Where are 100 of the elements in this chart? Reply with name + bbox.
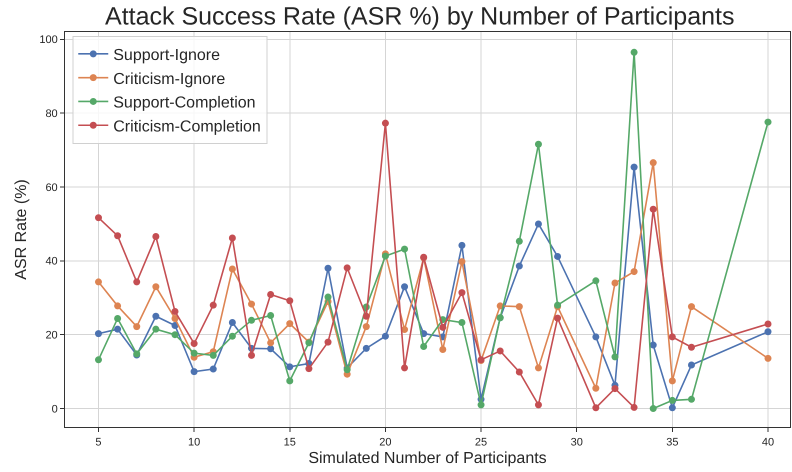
y-tick-label: 100 (39, 34, 58, 46)
point (458, 319, 466, 326)
point (152, 233, 160, 240)
point (267, 290, 274, 298)
point (420, 343, 428, 350)
point (362, 323, 370, 330)
y-tick-label: 0 (52, 403, 58, 416)
x-tick-label: 35 (666, 436, 678, 448)
point (401, 364, 408, 372)
point (152, 283, 160, 290)
point (210, 302, 217, 309)
y-tick-label: 80 (45, 108, 58, 120)
point (171, 308, 178, 315)
point (630, 268, 638, 276)
point (248, 352, 256, 359)
point (534, 401, 542, 408)
point (324, 294, 332, 301)
x-tick-label: 5 (95, 436, 102, 448)
point (382, 332, 389, 340)
point (248, 300, 256, 308)
point (516, 303, 523, 310)
point (228, 234, 236, 242)
point (534, 364, 542, 372)
point (305, 365, 312, 372)
point (516, 262, 523, 270)
point (94, 214, 102, 222)
point (324, 264, 332, 272)
point (764, 118, 772, 126)
point (764, 320, 772, 328)
point (267, 345, 274, 352)
point (554, 252, 562, 260)
point (114, 232, 122, 240)
point (362, 344, 370, 352)
point (94, 278, 102, 286)
point (401, 246, 408, 253)
point (344, 264, 351, 272)
point (592, 277, 600, 284)
point (152, 312, 160, 320)
point (228, 332, 236, 340)
point (611, 353, 618, 360)
point (630, 404, 638, 411)
point (382, 120, 389, 127)
chart-title: Attack Success Rate (ASR %) by Number of Participants (105, 2, 734, 31)
point (152, 326, 160, 333)
point (630, 164, 638, 171)
point (267, 339, 274, 346)
point (650, 159, 657, 166)
point (286, 377, 294, 384)
point (228, 319, 236, 326)
point (764, 354, 772, 362)
point (688, 344, 695, 351)
x-axis-title: Simulated Number of Participants (308, 450, 547, 467)
x-tick-label: 20 (379, 436, 392, 448)
x-tick-label: 15 (284, 436, 296, 448)
x-tick-label: 30 (570, 436, 583, 448)
point (516, 368, 523, 376)
point (592, 384, 600, 392)
point (458, 242, 466, 249)
legend-label: Support-Ignore (113, 47, 220, 64)
point (133, 323, 140, 330)
point (228, 266, 236, 272)
point (688, 361, 695, 368)
point (611, 385, 618, 392)
y-axis-title: ASR Rate (%) (13, 179, 30, 280)
point (688, 396, 695, 403)
point (171, 314, 178, 322)
point (611, 280, 618, 287)
point (650, 405, 657, 412)
point (286, 320, 294, 328)
point (630, 48, 638, 56)
point (362, 312, 370, 320)
point (401, 283, 408, 290)
point (114, 302, 122, 310)
point (534, 140, 542, 148)
legend-label: Criticism-Completion (113, 118, 261, 136)
point (267, 312, 274, 320)
point (592, 404, 600, 412)
legend-label: Support-Completion (113, 94, 256, 112)
point (458, 289, 466, 296)
point (688, 303, 695, 310)
point (496, 347, 504, 354)
point (554, 314, 562, 322)
point (324, 338, 332, 346)
point (248, 316, 256, 324)
y-tick-label: 40 (45, 256, 58, 268)
point (171, 331, 178, 338)
point (210, 366, 217, 373)
point (534, 220, 542, 228)
point (668, 333, 676, 340)
point (478, 401, 485, 408)
point (114, 314, 122, 322)
point (286, 363, 294, 370)
x-tick-label: 40 (762, 436, 774, 448)
x-tick-label: 25 (474, 436, 488, 448)
point (668, 377, 676, 384)
point (439, 346, 446, 353)
point (114, 326, 122, 333)
point (668, 396, 676, 404)
point (190, 340, 198, 348)
point (764, 328, 772, 336)
